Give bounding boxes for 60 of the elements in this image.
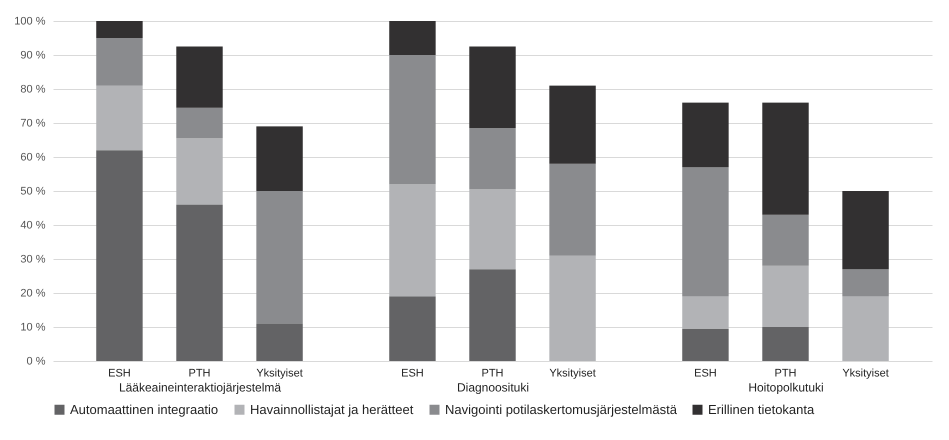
y-tick-label: 60 % — [20, 152, 46, 164]
x-axis-title: Lääkeaineinteraktiojärjestelmä — [118, 380, 282, 394]
bar — [469, 189, 516, 270]
bar — [176, 204, 223, 361]
x-tick-label: ESH — [108, 368, 131, 380]
y-tick-label: 10 % — [20, 322, 46, 334]
bar — [682, 102, 729, 168]
bar — [389, 296, 436, 361]
bar — [96, 38, 143, 86]
y-tick-label: 90 % — [20, 50, 46, 62]
bar — [176, 108, 223, 138]
y-tick-label: 70 % — [20, 118, 46, 130]
bar — [549, 164, 596, 256]
legend-label: Navigointi potilaskertomusjärjestelmästä — [445, 402, 678, 417]
bar — [176, 138, 223, 205]
bar — [762, 327, 809, 361]
bar — [549, 256, 596, 361]
bar — [469, 269, 516, 361]
bar — [469, 46, 516, 128]
bar — [762, 102, 809, 215]
bar — [256, 191, 303, 324]
x-tick-label: Yksityiset — [842, 368, 889, 380]
bar — [256, 126, 303, 191]
y-tick-label: 30 % — [20, 254, 46, 266]
bar — [256, 324, 303, 361]
x-tick-label: PTH — [774, 368, 797, 380]
bar — [389, 55, 436, 184]
x-axis-title: Hoitopolkutuki — [748, 380, 824, 394]
bar — [96, 150, 143, 361]
bar — [549, 86, 596, 164]
bar — [842, 191, 889, 270]
bar — [176, 46, 223, 108]
x-tick-label: Yksityiset — [549, 368, 596, 380]
y-tick-label: 80 % — [20, 84, 46, 96]
legend-label: Erillinen tietokanta — [708, 402, 815, 417]
y-tick-label: 100 % — [14, 16, 46, 28]
x-tick-label: ESH — [401, 368, 424, 380]
bar — [469, 128, 516, 190]
legend-label: Havainnollistajat ja herätteet — [250, 402, 414, 417]
bar — [389, 184, 436, 296]
bar — [842, 269, 889, 296]
bar — [389, 21, 436, 55]
bar — [682, 167, 729, 296]
bar — [96, 21, 143, 38]
y-tick-label: 20 % — [20, 288, 46, 300]
x-tick-label: PTH — [482, 368, 504, 380]
bar — [762, 266, 809, 327]
y-tick-label: 50 % — [20, 186, 46, 198]
bar — [842, 296, 889, 361]
x-tick-label: ESH — [694, 368, 717, 380]
y-tick-label: 0 % — [26, 356, 46, 368]
x-axis-title: Diagnoosituki — [456, 380, 530, 394]
legend-label: Automaattinen integraatio — [70, 402, 218, 417]
y-tick-label: 40 % — [20, 220, 46, 232]
bar — [682, 328, 729, 361]
x-tick-label: PTH — [188, 368, 211, 380]
bar — [682, 296, 729, 329]
x-tick-label: Yksityiset — [256, 368, 303, 380]
bar — [96, 86, 143, 150]
bar — [762, 214, 809, 266]
